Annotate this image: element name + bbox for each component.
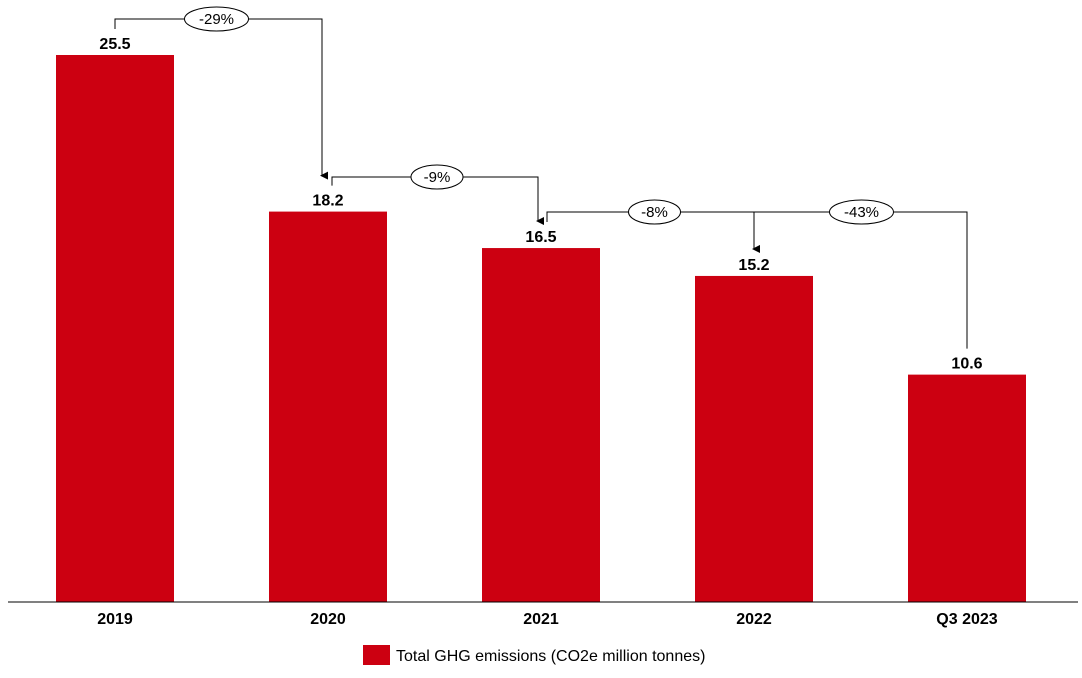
x-tick-label-q3-2023: Q3 2023 — [936, 611, 997, 628]
data-label-2021: 16.5 — [525, 229, 556, 246]
x-tick-label-2021: 2021 — [523, 611, 559, 628]
bar-q3-2023 — [908, 374, 1026, 602]
bar-2022 — [695, 275, 813, 602]
change-2021-2022-badge — [628, 199, 681, 225]
legend-label: Total GHG emissions (CO2e million tonnes… — [396, 648, 705, 665]
data-label-q3-2023: 10.6 — [951, 356, 982, 373]
data-label-2020: 18.2 — [312, 193, 343, 210]
legend: Total GHG emissions (CO2e million tonnes… — [363, 645, 705, 665]
change-2019-2020-label: -29% — [199, 11, 234, 28]
data-label-2019: 25.5 — [99, 36, 130, 53]
change-annotations: -29% -9% -8% -43% — [114, 6, 968, 349]
change-2020-2021-label: -9% — [424, 169, 451, 186]
change-2021-2022-label: -8% — [641, 204, 668, 221]
x-tick-label-2022: 2022 — [736, 611, 772, 628]
x-tick-label-2019: 2019 — [97, 611, 133, 628]
change-2021-q3-2023-badge — [829, 199, 894, 225]
data-label-2022: 15.2 — [738, 257, 769, 274]
change-2019-2020-badge — [184, 6, 249, 32]
bars-group — [56, 55, 1026, 602]
x-tick-label-2020: 2020 — [310, 611, 346, 628]
bar-2021 — [482, 248, 600, 602]
labels-group: 25.5 2019 18.2 2020 16.5 2021 15.2 2022 10.6 Q3 2… — [97, 36, 998, 628]
legend-swatch — [363, 645, 390, 665]
change-2020-2021-badge — [410, 164, 464, 190]
bar-2020 — [269, 211, 387, 602]
change-2021-q3-2023-label: -43% — [844, 204, 879, 221]
bar-2019 — [56, 55, 174, 602]
change-connector-2021-q3-2023 — [546, 211, 968, 349]
